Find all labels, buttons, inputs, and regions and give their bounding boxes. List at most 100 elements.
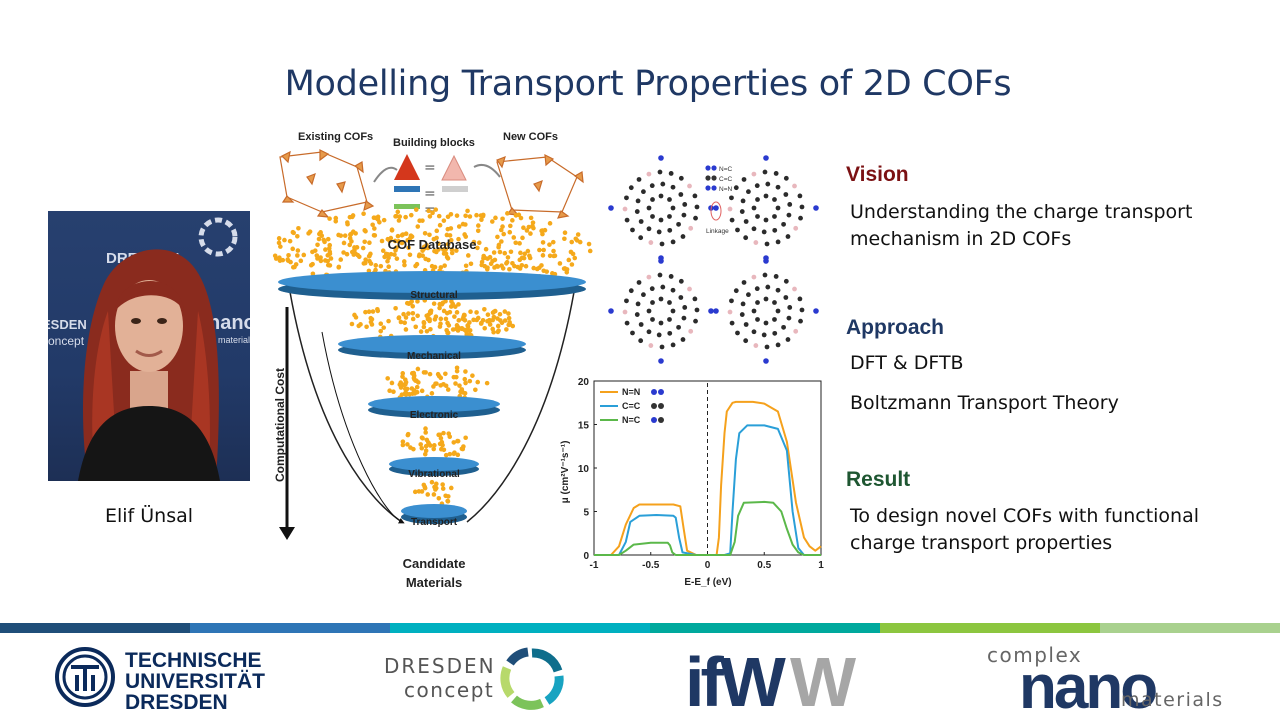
particle: [429, 263, 435, 269]
particle: [440, 442, 445, 448]
particle: [371, 232, 377, 238]
particle: [318, 258, 324, 264]
atom: [729, 217, 735, 223]
atom: [624, 195, 629, 201]
particle: [362, 239, 367, 245]
particle: [450, 327, 456, 332]
particle: [452, 314, 457, 319]
particle: [415, 366, 421, 372]
particle: [454, 310, 460, 315]
tud-line-1: TECHNISCHE: [125, 649, 262, 672]
atom: [729, 298, 734, 304]
particle: [447, 434, 453, 440]
particle: [519, 262, 525, 268]
linker-atom: [713, 308, 719, 314]
particle: [540, 253, 546, 258]
atom: [743, 235, 749, 241]
particle: [290, 229, 296, 235]
particle: [325, 236, 331, 242]
particle: [537, 247, 542, 253]
particle: [402, 320, 408, 325]
atom: [667, 214, 672, 219]
stage-label-mechanical: Mechanical: [407, 351, 461, 362]
particle: [403, 231, 409, 236]
atom: [754, 183, 760, 189]
particle: [421, 324, 427, 330]
particle: [485, 312, 491, 317]
particle: [323, 247, 328, 252]
particle: [352, 312, 357, 318]
particle: [445, 499, 451, 504]
particle: [454, 248, 459, 253]
particle: [566, 257, 572, 263]
atom: [772, 330, 778, 336]
particle: [398, 380, 404, 385]
particle: [318, 255, 323, 260]
stage-disk-structural: [278, 271, 586, 300]
particle: [437, 222, 443, 228]
particle: [272, 253, 278, 259]
backdrop-text: nano: [208, 312, 250, 334]
particle: [586, 241, 592, 247]
atom: [694, 307, 700, 313]
legend-atom-icon: [658, 417, 664, 423]
particle: [527, 253, 532, 259]
series-line-0: [594, 400, 822, 556]
particle: [402, 262, 407, 268]
x-tick-label: 0: [705, 560, 711, 571]
linker-atom: [608, 308, 614, 314]
atom: [761, 229, 767, 235]
atom: [649, 183, 655, 189]
particle: [413, 324, 419, 330]
slide-title: Modelling Transport Properties of 2D COF…: [284, 64, 1012, 104]
atom: [751, 308, 757, 314]
particle: [478, 321, 484, 326]
linker-atom: [813, 308, 819, 314]
dresden-concept-logo: DRESDEN concept: [384, 647, 564, 710]
particle: [426, 208, 431, 214]
particle: [348, 232, 353, 237]
particle: [467, 214, 473, 219]
particle: [391, 389, 396, 395]
particle: [419, 388, 425, 394]
particle: [445, 320, 450, 326]
particle: [460, 446, 466, 452]
atom: [648, 240, 654, 245]
particle: [443, 251, 449, 256]
particle: [575, 232, 581, 237]
particle: [400, 442, 406, 448]
ifw-shadow-icon: W: [790, 646, 856, 710]
particle: [497, 249, 503, 255]
particle: [454, 365, 460, 371]
particle: [482, 263, 488, 269]
particle: [476, 240, 482, 246]
particle: [367, 240, 372, 246]
particle: [431, 492, 437, 497]
atom: [735, 330, 740, 336]
atom: [667, 227, 673, 233]
particle: [368, 319, 374, 325]
atom: [670, 308, 676, 314]
particle: [308, 262, 314, 268]
particle: [462, 318, 468, 323]
particle: [387, 388, 392, 393]
particle: [347, 242, 353, 248]
atom: [727, 206, 733, 212]
tu-dresden-logo: TECHNISCHE UNIVERSITÄT DRESDEN: [55, 647, 265, 711]
particle: [336, 264, 342, 270]
particle: [462, 376, 468, 382]
particle: [382, 254, 387, 260]
y-tick-label: 0: [583, 551, 589, 562]
atom: [659, 241, 665, 247]
particle: [441, 430, 446, 436]
particle: [349, 321, 355, 327]
linker-atom: [763, 155, 769, 161]
particle: [467, 378, 473, 384]
existing-cofs-icon: [279, 149, 375, 218]
particle: [476, 223, 481, 228]
particle: [540, 240, 546, 245]
particle: [511, 235, 517, 240]
particle: [433, 485, 439, 491]
atom: [670, 205, 676, 211]
existing-cofs-label: Existing COFs: [298, 131, 373, 143]
